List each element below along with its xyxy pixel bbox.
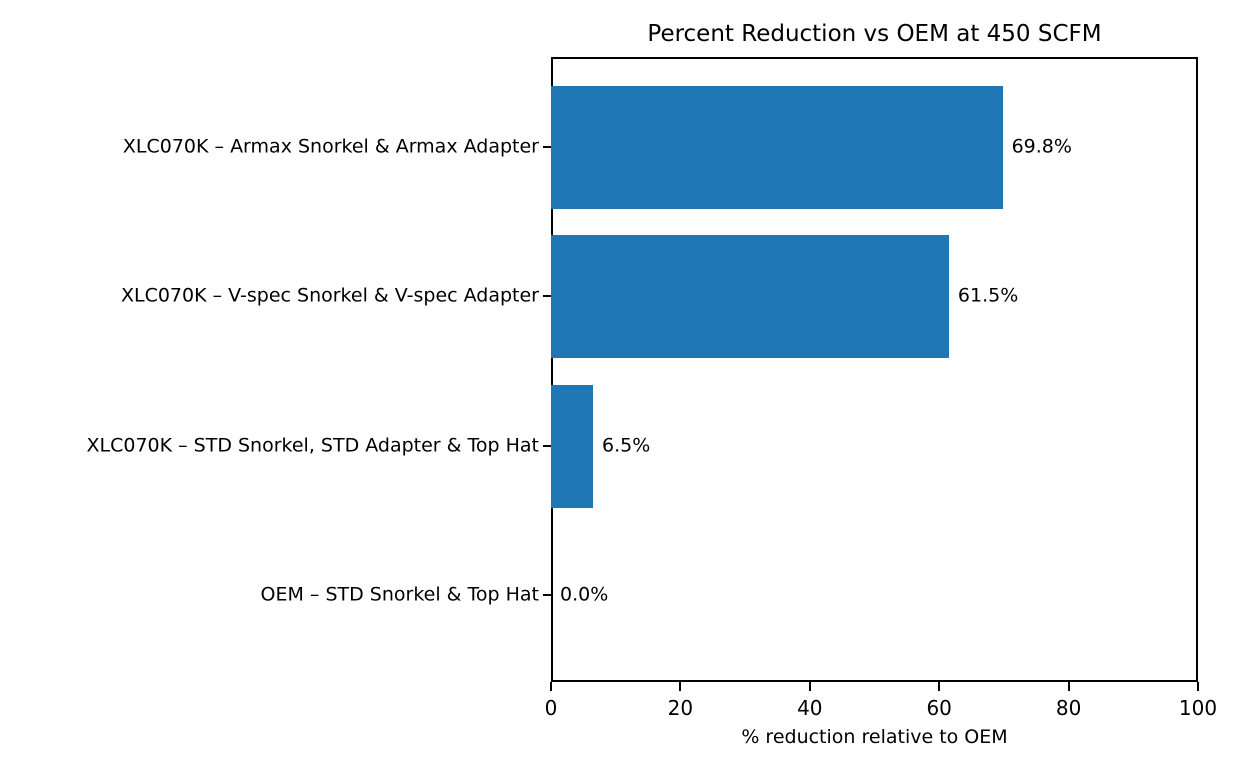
value-label: 61.5% bbox=[957, 284, 1019, 307]
value-label: 0.0% bbox=[560, 583, 609, 606]
bar bbox=[551, 85, 1003, 209]
y-tick-mark bbox=[543, 594, 551, 596]
category-label: OEM – STD Snorkel & Top Hat bbox=[260, 583, 539, 606]
value-label: 6.5% bbox=[602, 434, 651, 457]
x-tick-label: 0 bbox=[544, 696, 558, 720]
x-tick-mark bbox=[1197, 682, 1199, 691]
value-label: 69.8% bbox=[1011, 135, 1072, 158]
x-tick-label: 80 bbox=[1055, 696, 1082, 720]
y-tick-mark bbox=[543, 146, 551, 148]
x-tick-mark bbox=[1067, 682, 1070, 691]
bar bbox=[551, 384, 594, 508]
x-tick-label: 100 bbox=[1178, 696, 1218, 720]
x-tick-label: 20 bbox=[667, 696, 694, 720]
x-tick-label: 60 bbox=[926, 696, 952, 720]
x-tick-mark bbox=[808, 682, 811, 691]
bar bbox=[551, 234, 949, 358]
x-tick-label: 40 bbox=[797, 696, 823, 720]
x-tick-mark bbox=[679, 682, 682, 691]
x-tick-mark bbox=[550, 682, 552, 691]
x-axis-label: % reduction relative to OEM bbox=[741, 726, 1008, 748]
category-label: XLC070K – V-spec Snorkel & V-spec Adapte… bbox=[120, 284, 539, 307]
y-tick-mark bbox=[543, 295, 551, 297]
y-tick-mark bbox=[543, 445, 551, 447]
x-tick-mark bbox=[938, 682, 941, 691]
chart-title: Percent Reduction vs OEM at 450 SCFM bbox=[647, 21, 1102, 47]
category-label: XLC070K – Armax Snorkel & Armax Adapter bbox=[122, 135, 539, 158]
category-label: XLC070K – STD Snorkel, STD Adapter & Top… bbox=[86, 434, 539, 457]
